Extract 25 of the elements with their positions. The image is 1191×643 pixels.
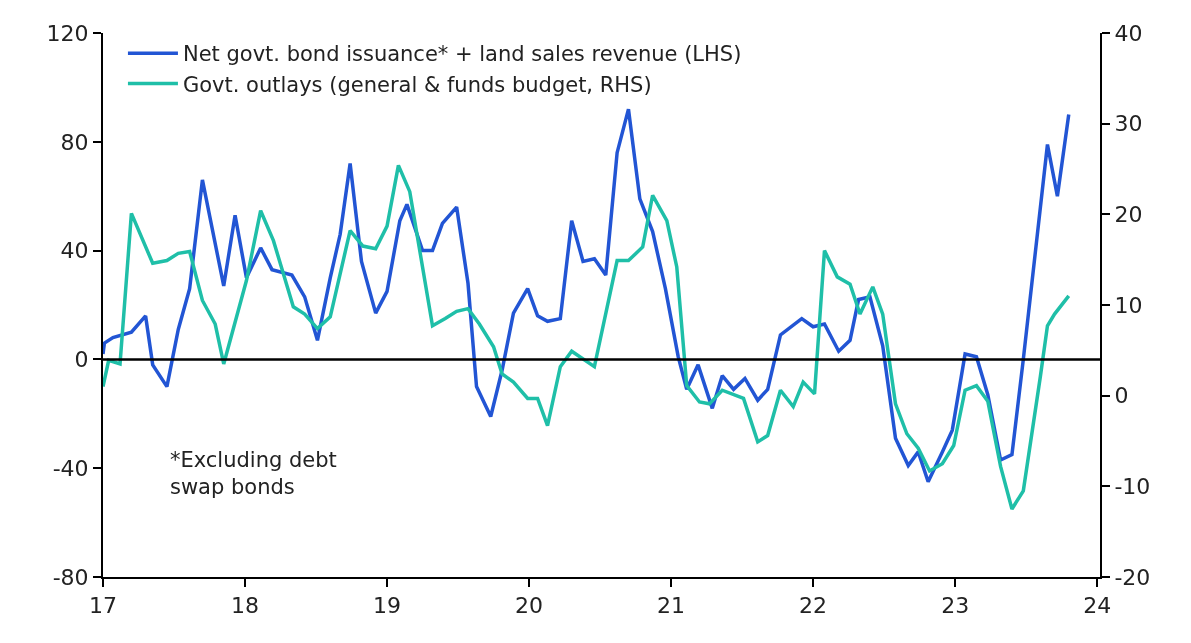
y-tick-label: 40 [60, 238, 89, 264]
y2-tick-label: 10 [1114, 292, 1143, 318]
x-tick-label: 24 [1083, 593, 1112, 619]
x-tick-label: 22 [799, 593, 828, 619]
y2-tick-label: -10 [1114, 474, 1151, 500]
y-tick-label: -40 [52, 455, 89, 481]
x-tick-label: 17 [89, 593, 117, 619]
y2-tick-label: 20 [1114, 202, 1143, 228]
x-tick-label: 21 [657, 593, 686, 619]
x-tick-label: 20 [515, 593, 544, 619]
legend-label: Net govt. bond issuance* + land sales revenue (LHS) [182, 42, 742, 67]
y-tick-label: 0 [74, 347, 89, 373]
legend-label: Govt. outlays (general & funds budget, RHS) [182, 72, 652, 97]
x-tick-label: 23 [941, 593, 970, 619]
annotation: *Excluding debt swap bonds [170, 448, 337, 500]
line-series [103, 163, 1071, 511]
y2-tick-label: 0 [1114, 383, 1129, 409]
y2-tick-label: 30 [1114, 111, 1143, 137]
y-tick-label: 80 [60, 129, 89, 155]
x-tick-label: 18 [231, 593, 260, 619]
y2-tick-label: -20 [1114, 564, 1151, 590]
x-tick-label: 19 [373, 593, 402, 619]
y-tick-label: 120 [46, 20, 89, 46]
y2-tick-label: 40 [1114, 20, 1143, 46]
y-tick-label: -80 [52, 564, 89, 590]
